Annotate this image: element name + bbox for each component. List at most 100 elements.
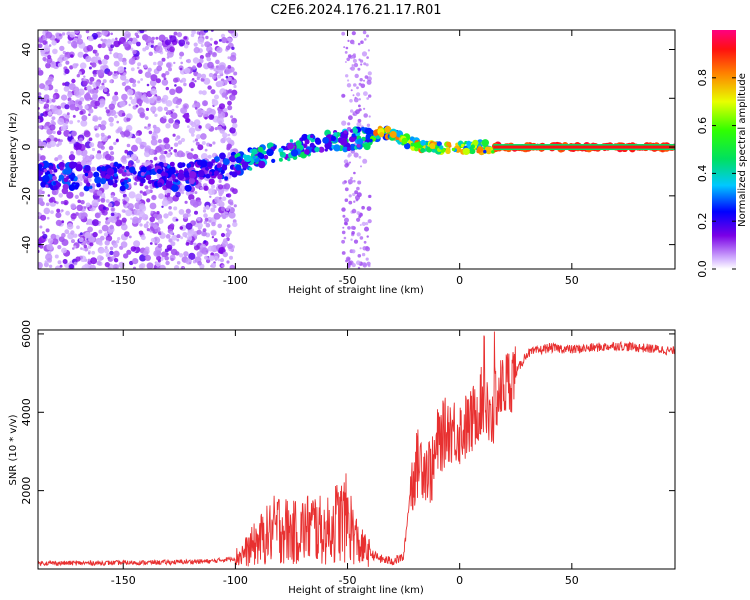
- spectral-dot: [104, 262, 110, 268]
- spectral-dot: [210, 262, 217, 268]
- spectral-dot: [208, 114, 215, 120]
- spectral-dot: [154, 113, 158, 118]
- spectral-dot: [343, 46, 346, 49]
- spectral-dot: [436, 141, 442, 147]
- spectral-dot: [100, 166, 106, 172]
- spectral-dot: [401, 137, 408, 145]
- spectral-dot: [109, 250, 114, 256]
- spectral-dot: [202, 209, 207, 213]
- spectral-dot: [38, 170, 42, 178]
- spectral-dot: [248, 167, 253, 171]
- spectral-dot: [451, 147, 456, 152]
- x-tick-label: -100: [223, 274, 248, 287]
- spectral-dot: [351, 231, 355, 235]
- spectral-dot: [356, 86, 359, 90]
- spectral-dot: [363, 113, 369, 118]
- spectral-dot: [51, 98, 56, 103]
- spectral-dot: [359, 224, 362, 226]
- spectral-dot: [210, 89, 216, 95]
- spectral-dot: [101, 209, 105, 214]
- spectral-dot: [155, 95, 162, 101]
- spectral-dot: [420, 147, 426, 153]
- spectral-dot: [123, 253, 129, 259]
- spectral-dot: [179, 226, 184, 230]
- spectral-dot: [203, 185, 209, 191]
- spectral-dot: [174, 137, 179, 141]
- spectral-dot: [45, 31, 53, 39]
- spectral-dot: [161, 57, 166, 62]
- x-tick-label: 50: [565, 274, 579, 287]
- spectral-dot: [140, 177, 146, 184]
- spectral-dot: [47, 61, 50, 65]
- spectral-dot: [160, 171, 166, 177]
- spectral-dot: [153, 224, 158, 230]
- spectral-dot: [95, 153, 103, 160]
- spectral-dot: [191, 30, 196, 35]
- spectral-dot: [55, 201, 59, 205]
- spectral-dot: [342, 146, 349, 153]
- spectral-dot: [88, 235, 96, 243]
- spectral-dot: [233, 71, 238, 76]
- spectral-dot: [365, 63, 369, 67]
- spectral-dot: [384, 125, 392, 133]
- spectral-dot: [177, 173, 185, 181]
- spectral-dot: [138, 203, 146, 210]
- spectral-dot: [142, 191, 147, 196]
- spectral-dot: [64, 167, 72, 175]
- spectral-dot: [60, 210, 63, 213]
- spectral-dot: [196, 108, 203, 116]
- y-tick-label: 20: [20, 91, 33, 105]
- spectral-dot: [92, 231, 98, 238]
- spectral-dot: [219, 152, 226, 160]
- spectral-dot: [174, 179, 179, 183]
- spectral-dot: [102, 79, 107, 84]
- spectral-dot: [175, 86, 183, 94]
- spectral-dot: [352, 192, 356, 197]
- spectral-dot: [99, 177, 107, 185]
- spectral-dot: [184, 168, 188, 172]
- spectral-dot: [347, 154, 351, 158]
- spectral-dot: [193, 46, 200, 54]
- spectral-dot: [235, 156, 242, 164]
- spectral-dot: [227, 76, 232, 81]
- spectral-dot: [182, 103, 189, 110]
- spectral-dot: [124, 149, 129, 154]
- spectral-dot: [216, 46, 223, 54]
- spectral-dot: [366, 97, 370, 100]
- spectral-dot: [100, 132, 105, 137]
- spectral-dot: [220, 169, 225, 174]
- spectrogram-panel: -150 -100 -50 0 50 -40 -20 0 20 40 Height of stra…: [8, 29, 676, 296]
- spectral-dot: [176, 150, 184, 158]
- spectral-dot: [222, 123, 226, 127]
- spectral-dot: [357, 266, 361, 269]
- spectral-dot: [169, 88, 176, 96]
- spectral-dot: [71, 78, 76, 84]
- spectral-dot: [73, 184, 79, 190]
- spectral-dot: [117, 198, 121, 202]
- spectral-dot: [133, 240, 141, 248]
- spectral-dot: [201, 73, 207, 79]
- spectral-dot: [144, 185, 149, 190]
- spectral-dot: [60, 200, 65, 205]
- spectral-dot: [439, 145, 444, 150]
- spectral-dot: [200, 160, 208, 168]
- spectral-dot: [38, 69, 44, 76]
- colorbar: 0.0 0.2 0.4 0.6 0.8 Normalized spectral ampl…: [696, 30, 748, 278]
- spectral-dot: [113, 213, 118, 218]
- spectral-dot: [230, 95, 236, 101]
- spectral-dot: [128, 103, 131, 107]
- spectral-dot: [71, 139, 76, 144]
- spectral-dot: [152, 95, 158, 101]
- spectral-dot: [352, 53, 356, 57]
- spectral-dot: [210, 230, 217, 236]
- spectral-dot: [221, 37, 228, 44]
- spectral-dot: [84, 172, 89, 177]
- spectral-dot: [367, 71, 372, 76]
- spectral-dot: [150, 74, 158, 82]
- spectral-dot: [361, 221, 366, 226]
- spectral-dot: [75, 256, 81, 262]
- spectral-dot: [43, 207, 51, 215]
- spectral-dot: [97, 69, 105, 77]
- spectral-dot: [188, 194, 195, 201]
- spectral-dot: [138, 69, 143, 74]
